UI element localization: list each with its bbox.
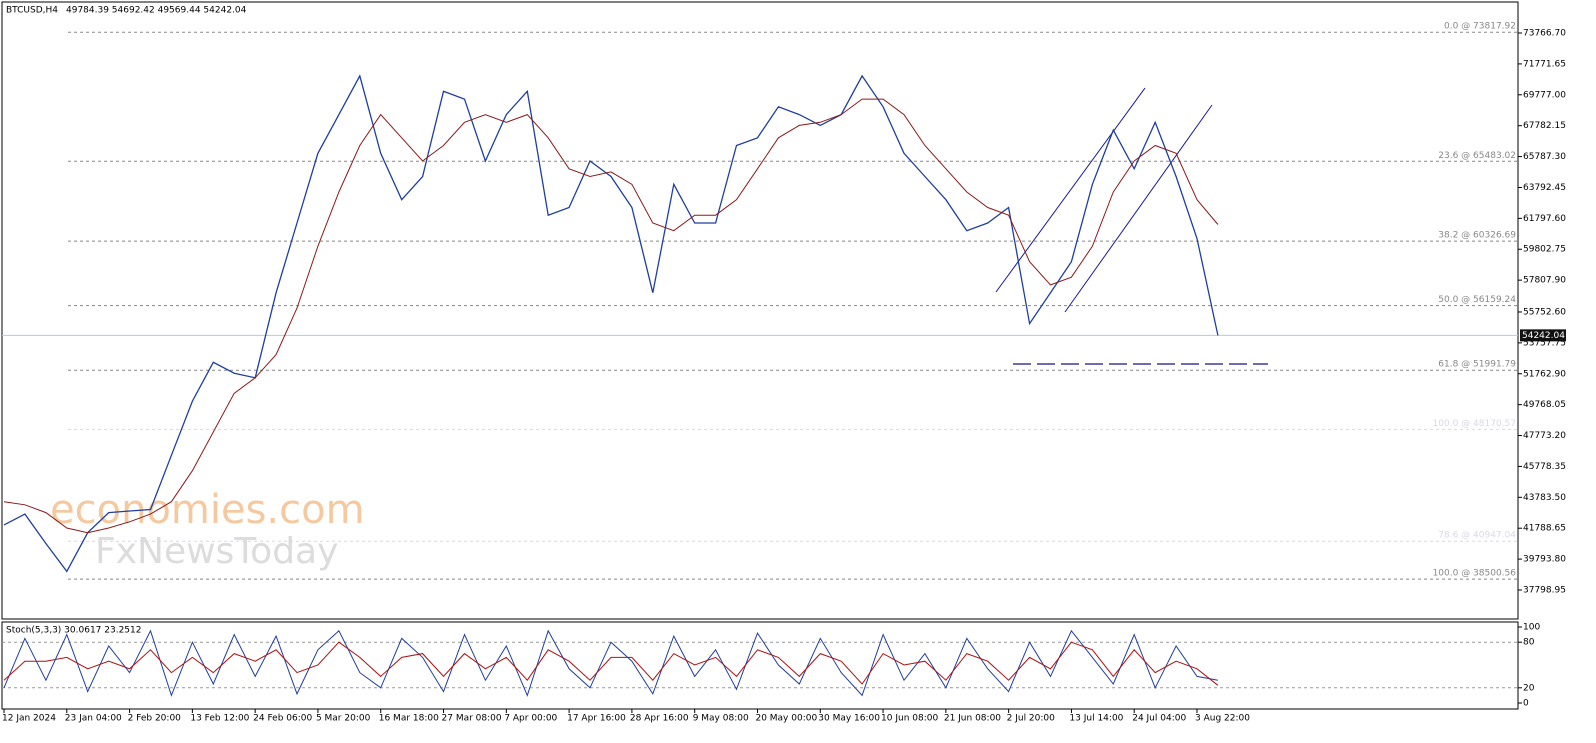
y-tick-label: 57807.90 — [1523, 276, 1566, 286]
x-tick-label: 13 Jul 14:00 — [1069, 714, 1123, 724]
fib-label: 78.6 @ 40947.04 — [1438, 531, 1516, 541]
y-tick-label: 61797.60 — [1523, 214, 1566, 224]
y-tick-label: 53757.75 — [1523, 338, 1566, 348]
y-tick-label: 69777.00 — [1523, 90, 1566, 100]
y-tick-label: 67782.15 — [1523, 121, 1566, 131]
y-tick-label: 71771.65 — [1523, 59, 1566, 69]
y-tick-label: 0 — [1523, 699, 1529, 709]
fib-label: 61.8 @ 51991.79 — [1438, 360, 1516, 370]
fib-label: 0.0 @ 73817.92 — [1444, 22, 1516, 32]
x-tick-label: 23 Jan 04:00 — [65, 714, 122, 724]
chart-title: BTCUSD,H4 — [6, 6, 58, 16]
channel-lower — [1064, 104, 1213, 313]
stoch-title: Stoch(5,3,3) 30.0617 23.2512 — [6, 626, 141, 636]
y-tick-label: 41788.65 — [1523, 524, 1566, 534]
fib-label: 50.0 @ 56159.24 — [1438, 295, 1516, 305]
fib-label: 100.0 @ 48170.57 — [1433, 419, 1516, 429]
x-tick-label: 2 Feb 20:00 — [128, 714, 182, 724]
y-tick-label: 59802.75 — [1523, 245, 1566, 255]
series-line — [3, 641, 1219, 686]
x-tick-label: 5 Mar 20:00 — [316, 714, 371, 724]
main-panel — [1, 1, 1519, 620]
channel-upper — [995, 87, 1146, 293]
y-tick-label: 20 — [1523, 683, 1535, 693]
x-tick-label: 3 Aug 22:00 — [1195, 714, 1250, 724]
y-tick-label: 73766.70 — [1523, 29, 1566, 39]
x-tick-label: 17 Apr 16:00 — [567, 714, 626, 724]
y-tick-label: 65787.30 — [1523, 152, 1566, 162]
y-tick-label: 55752.60 — [1523, 307, 1566, 317]
x-tick-label: 9 May 08:00 — [693, 714, 749, 724]
x-tick-label: 30 May 16:00 — [818, 714, 880, 724]
x-tick-label: 10 Jun 08:00 — [881, 714, 938, 724]
x-tick-label: 24 Jul 04:00 — [1132, 714, 1186, 724]
y-tick-label: 39793.80 — [1523, 555, 1566, 565]
y-tick-label: 47773.20 — [1523, 431, 1566, 441]
x-tick-label: 20 May 00:00 — [755, 714, 817, 724]
fib-label: 100.0 @ 38500.56 — [1433, 569, 1517, 579]
y-tick-label: 43783.50 — [1523, 493, 1566, 503]
x-tick-label: 2 Jul 20:00 — [1007, 714, 1056, 724]
x-tick-label: 13 Feb 12:00 — [190, 714, 249, 724]
y-tick-label: 63792.45 — [1523, 183, 1566, 193]
stoch-panel — [1, 621, 1519, 710]
x-tick-label: 21 Jun 08:00 — [944, 714, 1001, 724]
x-tick-label: 27 Mar 08:00 — [442, 714, 502, 724]
chart-subtitle: 49784.39 54692.42 49569.44 54242.04 — [66, 6, 247, 16]
y-tick-label: 80 — [1523, 638, 1535, 648]
watermark-sub: FxNewsToday — [95, 531, 338, 572]
y-tick-label: 37798.95 — [1523, 585, 1566, 595]
y-tick-label: 49768.05 — [1523, 400, 1566, 410]
fib-label: 38.2 @ 60326.69 — [1438, 231, 1516, 241]
x-tick-label: 12 Jan 2024 — [2, 714, 56, 724]
last-price-box — [1520, 329, 1566, 342]
x-tick-label: 28 Apr 16:00 — [630, 714, 689, 724]
last-price-label: 54242.04 — [1522, 331, 1565, 341]
fib-label: 23.6 @ 65483.02 — [1438, 151, 1516, 161]
series-line — [3, 629, 1218, 697]
x-tick-label: 7 Apr 00:00 — [504, 714, 557, 724]
series-line — [3, 74, 1219, 573]
watermark-brand: economies.com — [50, 487, 365, 533]
y-tick-label: 45778.35 — [1523, 462, 1566, 472]
y-tick-label: 100 — [1523, 623, 1540, 633]
y-tick-label: 51762.90 — [1523, 369, 1566, 379]
x-tick-label: 24 Feb 06:00 — [253, 714, 312, 724]
series-line — [3, 98, 1219, 534]
x-tick-label: 16 Mar 18:00 — [379, 714, 439, 724]
